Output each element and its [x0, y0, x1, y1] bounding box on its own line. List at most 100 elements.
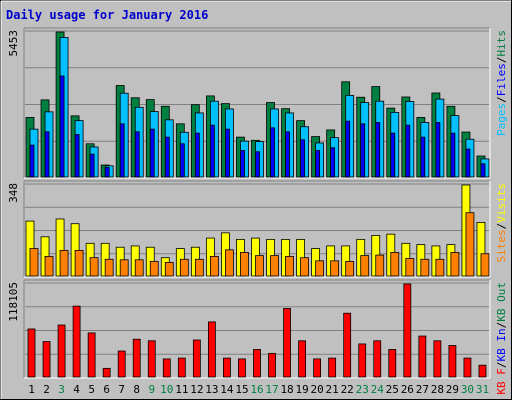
bar-sites — [405, 258, 415, 277]
y-max-label: 348 — [7, 183, 20, 203]
x-tick-label: 5 — [88, 383, 95, 396]
x-tick-label: 29 — [446, 383, 459, 396]
bar-pages — [480, 163, 486, 178]
bar-kb-f — [373, 340, 382, 378]
bar-pages — [405, 124, 411, 178]
bar-kb-f — [223, 357, 231, 378]
legend-entry: / — [495, 96, 508, 103]
bar-kb-f — [238, 358, 246, 378]
x-tick-label: 13 — [205, 383, 218, 396]
bar-kb-f — [463, 357, 472, 378]
bar-pages — [255, 151, 260, 178]
legend-entry: Visits — [495, 183, 508, 223]
bar-pages — [89, 153, 95, 178]
legend-entry: Pages — [495, 103, 508, 136]
bar-kb-f — [27, 328, 36, 378]
bar-sites — [390, 252, 400, 277]
legend-entry: / — [495, 322, 508, 329]
bar-pages — [285, 131, 290, 178]
bar-kb-f — [433, 340, 442, 378]
bar-pages — [270, 127, 275, 178]
bar-kb-f — [298, 340, 306, 378]
legend-entry: KB F — [495, 368, 508, 395]
bar-pages — [134, 131, 140, 178]
bar-kb-f — [177, 357, 186, 378]
bar-sites — [450, 252, 460, 277]
bar-kb-f — [42, 341, 51, 378]
x-tick-label: 25 — [386, 383, 399, 396]
x-tick-label: 16 — [250, 383, 263, 396]
x-tick-label: 23 — [356, 383, 369, 396]
bar-pages — [104, 167, 110, 178]
bar-pages — [149, 128, 155, 178]
bar-pages — [360, 123, 366, 178]
x-tick-label: 26 — [401, 383, 414, 396]
bar-kb-f — [328, 357, 337, 378]
bar-sites — [29, 248, 39, 277]
bar-pages — [44, 131, 50, 178]
x-tick-label: 30 — [461, 383, 474, 396]
x-tick-label: 4 — [73, 383, 80, 396]
bar-kb-f — [57, 324, 66, 378]
y-max-label: 5453 — [7, 30, 20, 57]
legend: Sites/Visits — [495, 183, 508, 263]
bar-sites — [59, 249, 69, 277]
bar-sites — [119, 259, 129, 277]
legend-entry: Files — [495, 63, 508, 96]
bar-pages — [300, 139, 305, 178]
bar-sites — [300, 257, 309, 277]
bar-kb-f — [87, 332, 96, 378]
x-tick-label: 22 — [341, 383, 354, 396]
bar-sites — [330, 260, 340, 277]
x-tick-label: 27 — [416, 383, 429, 396]
bar-kb-f — [162, 358, 171, 378]
x-tick-label: 20 — [311, 383, 324, 396]
bar-sites — [179, 258, 189, 277]
bar-pages — [225, 128, 230, 178]
bar-sites — [44, 255, 54, 277]
bar-sites — [164, 262, 174, 277]
legend: KB F/KB In/KB Out — [495, 282, 508, 395]
legend-entry: Sites — [495, 229, 508, 262]
bar-pages — [375, 122, 381, 178]
bar-sites — [240, 252, 249, 277]
x-tick-label: 19 — [295, 383, 308, 396]
x-tick-label: 2 — [43, 383, 50, 396]
bar-pages — [345, 120, 351, 178]
legend-entry: KB In — [495, 328, 508, 361]
x-tick-label: 17 — [265, 383, 278, 396]
bar-sites — [270, 255, 279, 277]
bar-sites — [345, 260, 355, 277]
bar-kb-f — [132, 338, 141, 378]
x-tick-label: 24 — [371, 383, 385, 396]
hits-panel: 5453 Pages/Files/Hits — [7, 27, 508, 179]
bar-sites — [375, 254, 385, 277]
bar-sites — [74, 249, 84, 277]
x-tick-label: 3 — [58, 383, 65, 396]
bar-pages — [209, 124, 215, 178]
bar-pages — [240, 150, 245, 178]
x-tick-label: 31 — [476, 383, 489, 396]
x-tick-label: 28 — [431, 383, 444, 396]
legend: Pages/Files/Hits — [495, 30, 508, 136]
bar-sites — [104, 258, 114, 277]
bar-pages — [330, 147, 336, 178]
bar-pages — [29, 144, 35, 178]
x-tick-label: 14 — [220, 383, 234, 396]
legend-entry: / — [495, 223, 508, 230]
bar-kb-f — [283, 308, 291, 378]
bar-kb-f — [147, 340, 156, 378]
bar-sites — [225, 249, 234, 277]
x-tick-label: 6 — [103, 383, 110, 396]
bar-sites — [315, 260, 325, 277]
bar-sites — [134, 259, 144, 277]
bar-pages — [465, 148, 471, 178]
bar-pages — [390, 132, 396, 178]
legend-entry: / — [495, 362, 508, 369]
x-tick-label: 7 — [118, 383, 125, 396]
bar-sites — [285, 255, 294, 277]
x-tick-label: 10 — [160, 383, 173, 396]
bar-kb-f — [102, 367, 111, 378]
bar-sites — [89, 257, 99, 277]
